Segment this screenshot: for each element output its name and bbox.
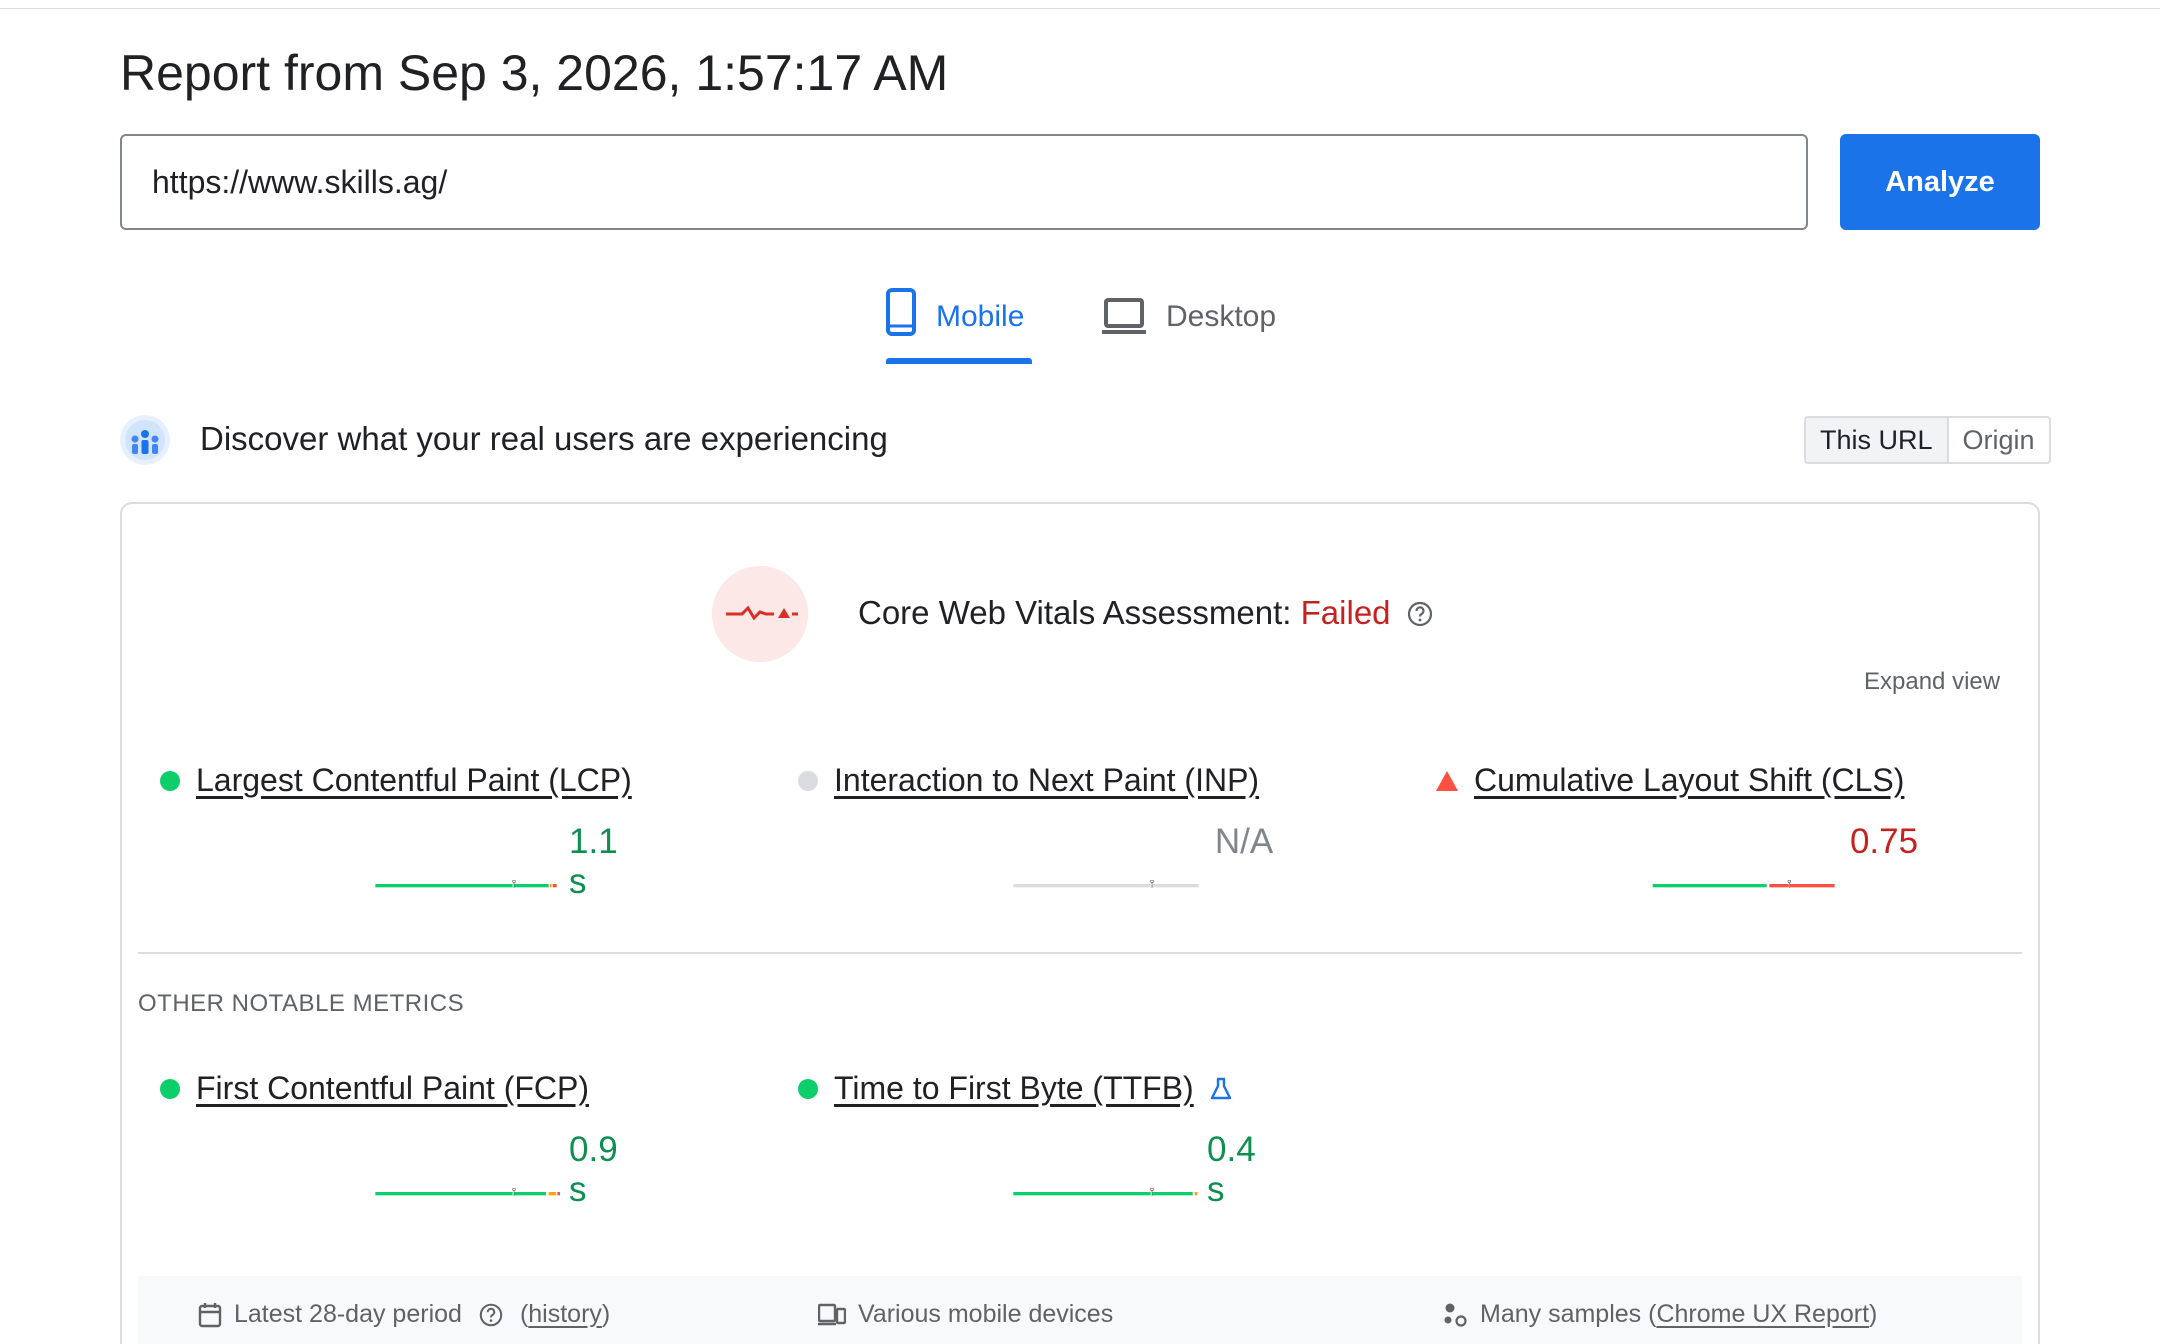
field-data-footer bbox=[138, 1276, 2022, 1344]
url-input[interactable] bbox=[120, 134, 1808, 230]
metric-inp-value: N/A bbox=[1214, 822, 1274, 861]
device-type-text: Various mobile devices bbox=[858, 1300, 1114, 1328]
flask-icon bbox=[1210, 1077, 1231, 1099]
metric-lcp-value: 1.1 s bbox=[569, 822, 618, 901]
samples-prefix: Many samples ( bbox=[1480, 1300, 1657, 1328]
good-status-dot bbox=[798, 1078, 818, 1099]
metric-ttfb-value: 0.4 s bbox=[1207, 1130, 1256, 1209]
metric-fcp-link[interactable]: First Contentful Paint (FCP) bbox=[196, 1070, 589, 1106]
metric-fcp-value: 0.9 s bbox=[569, 1130, 618, 1209]
top-divider bbox=[0, 8, 2160, 9]
heartbeat-failed-icon bbox=[712, 566, 808, 662]
metric-cls-distribution-bar bbox=[1652, 880, 1835, 888]
samples-suffix: ) bbox=[1869, 1300, 1878, 1328]
url-origin-toggle[interactable]: This URL Origin bbox=[1804, 416, 2051, 464]
expand-view-button[interactable]: Expand view bbox=[1864, 668, 2001, 695]
sample-source: Many samples (Chrome UX Report) bbox=[1442, 1300, 1877, 1329]
cwv-assessment-label: Core Web Vitals Assessment: bbox=[858, 594, 1292, 631]
tab-desktop[interactable]: Desktop bbox=[1102, 288, 1276, 368]
metric-inp-distribution-bar bbox=[1013, 880, 1199, 888]
metric-fcp-distribution-bar bbox=[375, 1188, 560, 1196]
cwv-assessment: Core Web Vitals Assessment: Failed bbox=[858, 594, 1391, 632]
good-status-dot bbox=[160, 1078, 180, 1099]
metric-lcp-distribution-bar bbox=[375, 880, 557, 888]
chrome-ux-report-link[interactable]: Chrome UX Report bbox=[1656, 1300, 1870, 1328]
metric-cls-link[interactable]: Cumulative Layout Shift (CLS) bbox=[1474, 762, 1905, 798]
calendar-icon bbox=[198, 1302, 222, 1327]
collection-period: Latest 28-day period (history) bbox=[198, 1300, 610, 1329]
tab-mobile-label: Mobile bbox=[936, 300, 1025, 333]
toggle-origin[interactable]: Origin bbox=[1962, 425, 2035, 455]
history-link-wrap: (history) bbox=[519, 1300, 611, 1328]
collection-period-text: Latest 28-day period bbox=[234, 1300, 462, 1328]
mobile-phone-icon bbox=[886, 288, 916, 336]
analyze-button[interactable]: Analyze bbox=[1840, 134, 2040, 230]
device-type: Various mobile devices bbox=[818, 1300, 1113, 1329]
history-link[interactable]: history bbox=[528, 1300, 602, 1328]
poor-status-triangle-icon bbox=[1436, 770, 1458, 791]
sample-source-text: Many samples (Chrome UX Report) bbox=[1480, 1300, 1877, 1329]
samples-icon bbox=[1444, 1303, 1467, 1327]
help-circle-icon[interactable] bbox=[1406, 600, 1434, 628]
help-circle-icon[interactable] bbox=[478, 1302, 504, 1328]
crux-heading: Discover what your real users are experi… bbox=[200, 420, 888, 457]
good-status-dot bbox=[160, 770, 180, 791]
devices-icon bbox=[818, 1303, 846, 1325]
page-title: Report from Sep 3, 2026, 1:57:17 AM bbox=[120, 45, 949, 101]
crux-users-icon bbox=[120, 415, 170, 465]
active-tab-indicator bbox=[886, 358, 1032, 364]
laptop-icon bbox=[1102, 298, 1146, 334]
no-data-status-dot bbox=[798, 770, 818, 791]
metric-inp-link[interactable]: Interaction to Next Paint (INP) bbox=[834, 762, 1260, 798]
metric-lcp-link[interactable]: Largest Contentful Paint (LCP) bbox=[196, 762, 632, 798]
field-data-card bbox=[120, 502, 2040, 1344]
tab-desktop-label: Desktop bbox=[1166, 300, 1277, 333]
metric-ttfb-distribution-bar bbox=[1013, 1188, 1198, 1196]
cwv-assessment-status: Failed bbox=[1300, 594, 1391, 631]
toggle-this-url[interactable]: This URL bbox=[1806, 418, 1949, 462]
metric-ttfb-link[interactable]: Time to First Byte (TTFB) bbox=[834, 1070, 1194, 1106]
metric-cls-value: 0.75 bbox=[1849, 822, 1919, 861]
other-metrics-label: OTHER NOTABLE METRICS bbox=[138, 990, 465, 1017]
metrics-divider bbox=[138, 952, 2022, 954]
tab-mobile[interactable]: Mobile bbox=[886, 288, 1024, 368]
